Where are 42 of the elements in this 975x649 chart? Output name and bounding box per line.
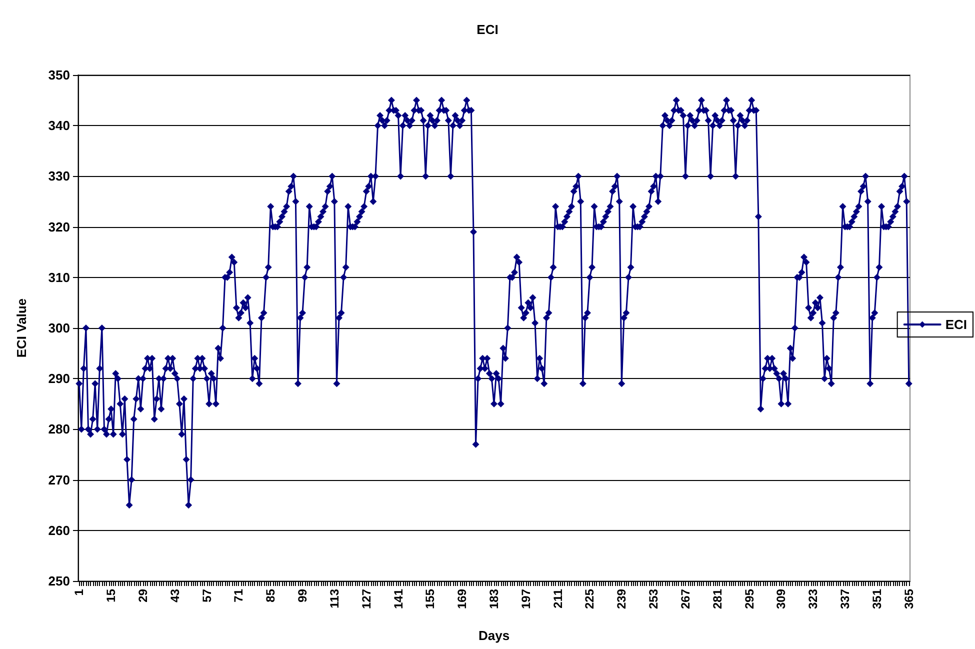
- x-tick-label: 197: [518, 588, 533, 610]
- x-tick-label: 281: [710, 588, 724, 610]
- x-tick-label: 1: [72, 588, 86, 596]
- x-tick-label: 211: [550, 588, 565, 608]
- x-tick-label: 155: [423, 588, 438, 610]
- legend-label: ECI: [945, 317, 967, 332]
- x-tick-label: 43: [168, 588, 182, 602]
- y-tick-label: 340: [48, 118, 70, 134]
- x-axis-title: Days: [478, 628, 510, 643]
- x-tick-label: 127: [359, 588, 374, 610]
- x-tick-label: 239: [614, 588, 629, 610]
- y-tick-label: 330: [48, 168, 70, 184]
- x-tick-label: 113: [327, 588, 342, 608]
- x-tick-label: 15: [104, 588, 118, 602]
- x-tick-label: 29: [136, 588, 150, 602]
- y-tick-label: 290: [48, 371, 70, 386]
- x-tick-label: 351: [870, 588, 884, 610]
- x-tick-label: 99: [296, 588, 310, 602]
- x-tick-label: 57: [200, 588, 214, 602]
- x-tick-label: 365: [902, 588, 916, 610]
- x-tick-label: 295: [742, 588, 756, 610]
- y-tick-label: 280: [48, 422, 70, 437]
- x-tick-label: 141: [391, 588, 406, 610]
- x-tick-label: 253: [646, 588, 661, 610]
- x-tick-label: 267: [678, 588, 692, 610]
- y-tick-label: 260: [48, 522, 70, 538]
- x-tick-label: 169: [455, 588, 470, 610]
- chart-title: ECI: [476, 22, 498, 37]
- y-tick-label: 320: [48, 219, 70, 234]
- y-tick-label: 300: [48, 320, 70, 336]
- x-tick-label: 337: [838, 588, 852, 610]
- x-tick-label: 309: [774, 588, 788, 610]
- x-tick-label: 225: [582, 588, 597, 610]
- x-tick-label: 85: [264, 588, 278, 602]
- x-tick-label: 183: [487, 588, 501, 610]
- y-axis-title: ECI Value: [14, 298, 29, 358]
- y-tick-label: 350: [48, 68, 70, 82]
- y-tick-label: 310: [48, 270, 70, 285]
- x-tick-label: 71: [232, 588, 246, 602]
- y-tick-label: 250: [48, 574, 70, 588]
- y-tick-label: 270: [48, 472, 70, 488]
- x-tick-label: 323: [806, 588, 820, 610]
